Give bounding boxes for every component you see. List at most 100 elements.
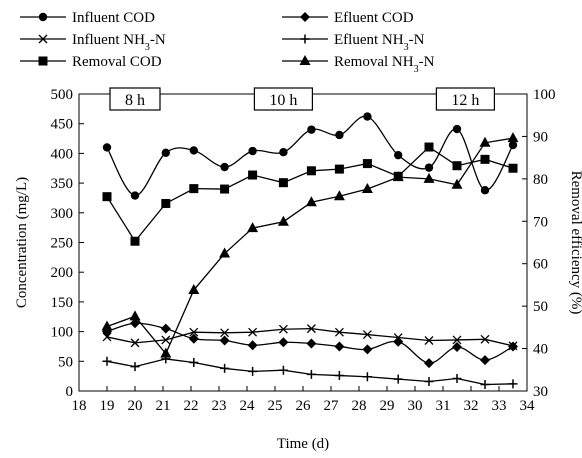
legend-marker (300, 34, 310, 44)
legend-item: Influent NH3-N (20, 32, 166, 53)
y2-tick-label: 60 (533, 257, 548, 273)
data-point (189, 146, 198, 155)
data-point (362, 330, 372, 340)
x-tick-label: 25 (268, 398, 283, 414)
data-point (451, 178, 463, 189)
y-tick-label: 350 (51, 176, 74, 192)
y-tick-label: 450 (51, 117, 74, 133)
y2-tick-label: 40 (533, 342, 548, 358)
y2-tick-label: 50 (533, 299, 548, 315)
data-point (188, 284, 200, 295)
legend-item: Efluent NH3-N (282, 32, 425, 53)
data-point (424, 142, 434, 152)
data-point (508, 163, 518, 173)
legend-label: Removal NH3-N (334, 54, 435, 75)
data-point (279, 148, 288, 157)
data-point (452, 342, 462, 353)
plot-area: 18 19 20 21 22 23 24 25 26 27 28 29 30 31 32 33 34 0 50 100… (14, 87, 582, 452)
period-label: 10 h (269, 92, 297, 109)
data-point (278, 178, 288, 188)
data-point (306, 324, 316, 334)
data-point (248, 146, 257, 156)
data-point (480, 379, 490, 389)
legend-label: Efluent NH3-N (334, 32, 425, 53)
period-box (435, 87, 495, 111)
legend-item: Removal COD (20, 54, 162, 70)
data-point (306, 338, 317, 349)
data-point (278, 365, 288, 375)
data-point (423, 172, 435, 183)
x-tick-label: 24 (240, 398, 256, 414)
y2-tick-label: 80 (533, 172, 548, 188)
x-tick-label: 20 (128, 398, 143, 414)
data-point (480, 334, 490, 344)
legend-label: Influent COD (72, 10, 155, 26)
data-point (189, 327, 199, 337)
series-efluent-nh3-n (102, 354, 518, 389)
data-point (479, 136, 491, 147)
data-point (161, 198, 171, 208)
series-line (106, 358, 514, 386)
data-point (394, 150, 403, 160)
data-point (334, 164, 344, 174)
y2-tick-label: 90 (533, 129, 548, 145)
data-point (130, 191, 140, 200)
x-tick-label: 23 (212, 398, 227, 414)
x-tick-label: 34 (520, 398, 536, 414)
data-point (247, 340, 258, 351)
data-point (424, 163, 434, 172)
period-box (109, 87, 161, 111)
series-removal-cod (102, 142, 518, 246)
legend-item: Removal NH3-N (282, 54, 435, 75)
x-tick-label: 21 (156, 398, 171, 414)
period-label: 8 h (125, 92, 145, 109)
data-point (480, 154, 490, 164)
y-tick-label: 500 (51, 87, 74, 103)
data-point (102, 192, 112, 202)
data-point (160, 347, 172, 358)
data-point (101, 320, 113, 331)
x-axis-title: Time (d) (277, 436, 329, 452)
data-point (248, 170, 258, 180)
data-point (452, 335, 462, 345)
data-point (452, 124, 462, 134)
data-point (363, 112, 372, 121)
y2-tick-label: 100 (533, 87, 556, 103)
data-point (334, 341, 345, 352)
legend-marker (38, 56, 48, 66)
legend-marker (38, 12, 48, 22)
data-point (161, 148, 170, 158)
data-point (189, 357, 199, 367)
legend-item: Influent COD (20, 10, 155, 26)
data-point (393, 374, 403, 384)
data-point (129, 310, 141, 321)
y-tick-label: 200 (51, 265, 74, 281)
y-tick-label: 0 (66, 384, 74, 400)
data-point (130, 318, 140, 329)
data-point (220, 184, 230, 194)
y-tick-label: 100 (51, 325, 74, 341)
data-point (362, 372, 372, 382)
legend-label: Influent NH3-N (72, 32, 166, 53)
data-point (278, 324, 288, 334)
data-point (362, 344, 373, 355)
series-efluent-cod (102, 318, 518, 369)
data-point (508, 379, 518, 389)
y-tick-label: 250 (51, 236, 74, 252)
data-point (220, 162, 229, 172)
data-point (189, 184, 199, 194)
data-point (306, 369, 316, 379)
x-tick-label: 18 (72, 398, 87, 414)
y-tick-label: 300 (51, 206, 74, 222)
data-point (160, 323, 171, 334)
data-point (248, 366, 258, 376)
legend-marker (300, 12, 310, 22)
data-point (334, 371, 344, 381)
x-tick-label: 29 (380, 398, 395, 414)
y-tick-label: 150 (51, 295, 74, 311)
x-tick-label: 27 (324, 398, 340, 414)
data-point (188, 333, 199, 344)
legend-label: Removal COD (72, 54, 162, 70)
data-point (219, 247, 231, 258)
